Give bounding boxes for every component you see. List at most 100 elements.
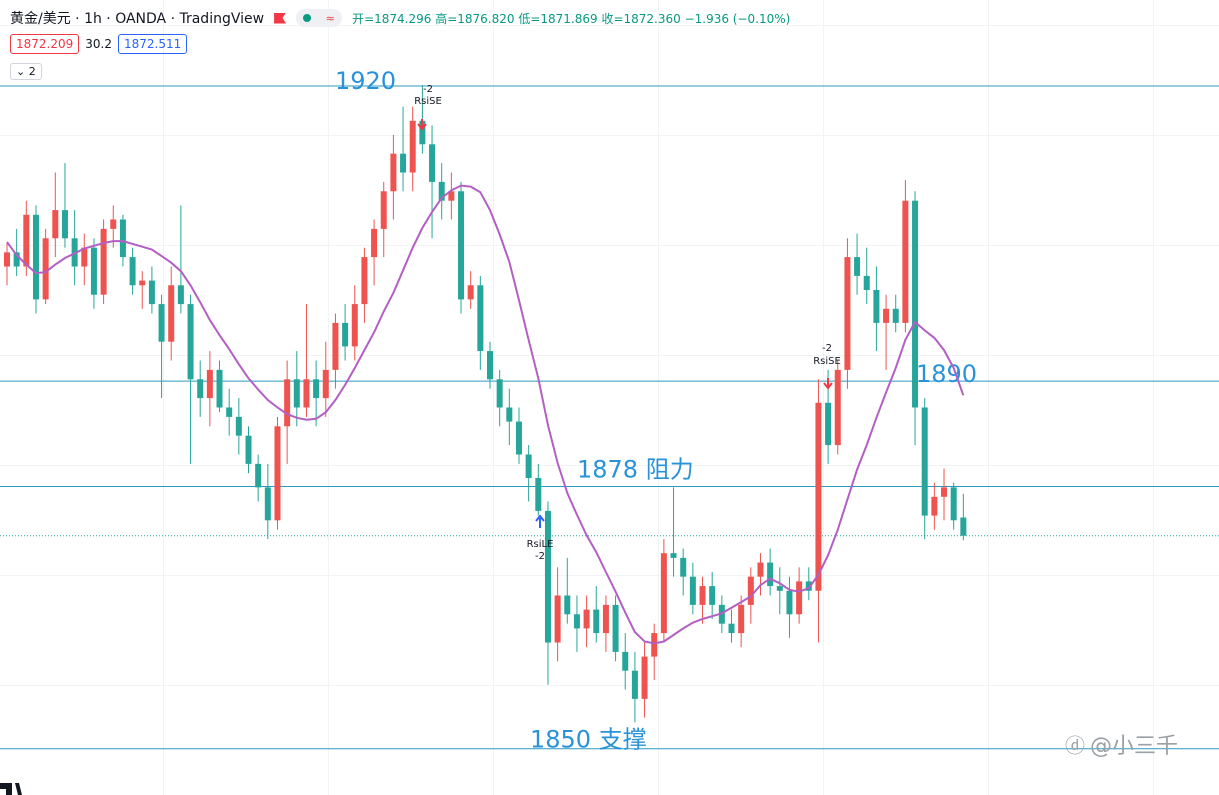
candle-body	[796, 581, 803, 615]
candle-body	[293, 379, 300, 408]
ohlc-values: 开=1874.296 高=1876.820 低=1871.869 收=1872.…	[352, 11, 791, 26]
candle-body	[738, 604, 745, 634]
signal-name: RsiSE	[813, 356, 841, 367]
candle-body	[535, 477, 542, 511]
candle-body	[631, 670, 638, 699]
candle-body	[351, 304, 358, 347]
candle-body	[757, 562, 764, 577]
candle-body	[728, 623, 735, 634]
buy-button[interactable]: 1872.511	[117, 34, 188, 54]
candle-body	[148, 280, 155, 305]
candle-body	[699, 586, 706, 605]
candle-body	[825, 402, 832, 446]
candle-body	[342, 322, 349, 347]
watermark: @小三千	[1090, 734, 1178, 759]
candle-body	[81, 247, 88, 267]
candle-body	[912, 200, 919, 408]
candle-body	[419, 120, 426, 145]
candle-body	[371, 228, 378, 258]
candle-body	[23, 214, 30, 267]
candle-body	[13, 252, 20, 267]
spread: 30.2	[85, 37, 112, 51]
candle-body	[709, 586, 716, 605]
candle-body	[158, 304, 165, 342]
sell-button[interactable]: 1872.209	[10, 34, 80, 54]
candle-body	[32, 214, 39, 300]
candle-body	[235, 416, 242, 436]
candle-body	[496, 379, 503, 408]
candle-body	[129, 257, 136, 286]
indicator-toggle[interactable]: 2	[10, 63, 42, 80]
candle-body	[921, 407, 928, 516]
candle-body	[602, 604, 609, 634]
signal-qty: -2	[535, 551, 545, 562]
signal-qty: -2	[822, 343, 832, 354]
candle-body	[216, 369, 223, 408]
candle-body	[322, 369, 329, 399]
sell-arrow	[823, 378, 833, 390]
signal-qty: -2	[423, 84, 433, 95]
candle-body	[593, 609, 600, 634]
candle-body	[670, 553, 677, 558]
candle-body	[554, 595, 561, 643]
candle-body	[622, 651, 629, 671]
candle-body	[438, 181, 445, 201]
candle-body	[429, 144, 436, 182]
candle-body	[380, 191, 387, 229]
buy-arrow	[535, 514, 545, 528]
candle-body	[177, 285, 184, 305]
candle-body	[941, 487, 948, 497]
candle-body	[448, 191, 455, 201]
signal-name: RsiSE	[414, 96, 442, 107]
candle-body	[525, 454, 532, 478]
candle-body	[487, 351, 493, 380]
candle-body	[747, 576, 754, 605]
candle-body	[844, 257, 851, 370]
candle-body	[573, 614, 580, 629]
candle-body	[960, 517, 967, 536]
symbol-title: 黄金/美元 · 1h · OANDA · TradingView	[10, 11, 265, 27]
candle-body	[680, 557, 687, 577]
level-label: 1920	[335, 67, 396, 95]
candle-body	[274, 426, 281, 521]
candle-body	[854, 257, 861, 276]
candle-body	[197, 379, 204, 399]
candle-body	[187, 304, 194, 380]
candle-body	[245, 435, 252, 464]
candle-body	[805, 581, 812, 591]
candle-body	[786, 590, 793, 615]
candle-body	[139, 280, 146, 286]
candle-body	[255, 463, 262, 488]
status-pill[interactable]: ≈	[296, 9, 343, 27]
candle-body	[458, 191, 465, 300]
candle-body	[226, 407, 233, 417]
flag-icon[interactable]	[274, 12, 287, 24]
candle-body	[313, 379, 320, 399]
candle-body	[931, 496, 938, 516]
candle-body	[52, 210, 59, 239]
candle-body	[506, 407, 513, 422]
candle-body	[400, 153, 407, 173]
header: 黄金/美元 · 1h · OANDA · TradingView ≈ 开=187…	[10, 8, 790, 28]
level-label: 1890	[916, 360, 977, 388]
candle-body	[264, 487, 271, 521]
candle-body	[303, 379, 310, 408]
candle-body	[834, 369, 841, 446]
tv-logo	[0, 783, 22, 795]
candle-body	[515, 421, 522, 455]
level-label: 1850 支撑	[530, 726, 647, 754]
candle-body	[950, 487, 957, 521]
candle-body	[61, 210, 68, 239]
candle-body	[42, 238, 49, 300]
sell-arrow	[417, 119, 427, 131]
candle-body	[168, 285, 175, 342]
candle-body	[110, 219, 117, 229]
moving-average	[6, 184, 965, 645]
candle-body	[390, 153, 397, 192]
candle-body	[612, 604, 619, 652]
candle-body	[641, 656, 648, 699]
candle-body	[689, 576, 696, 605]
candle-body	[477, 285, 484, 352]
